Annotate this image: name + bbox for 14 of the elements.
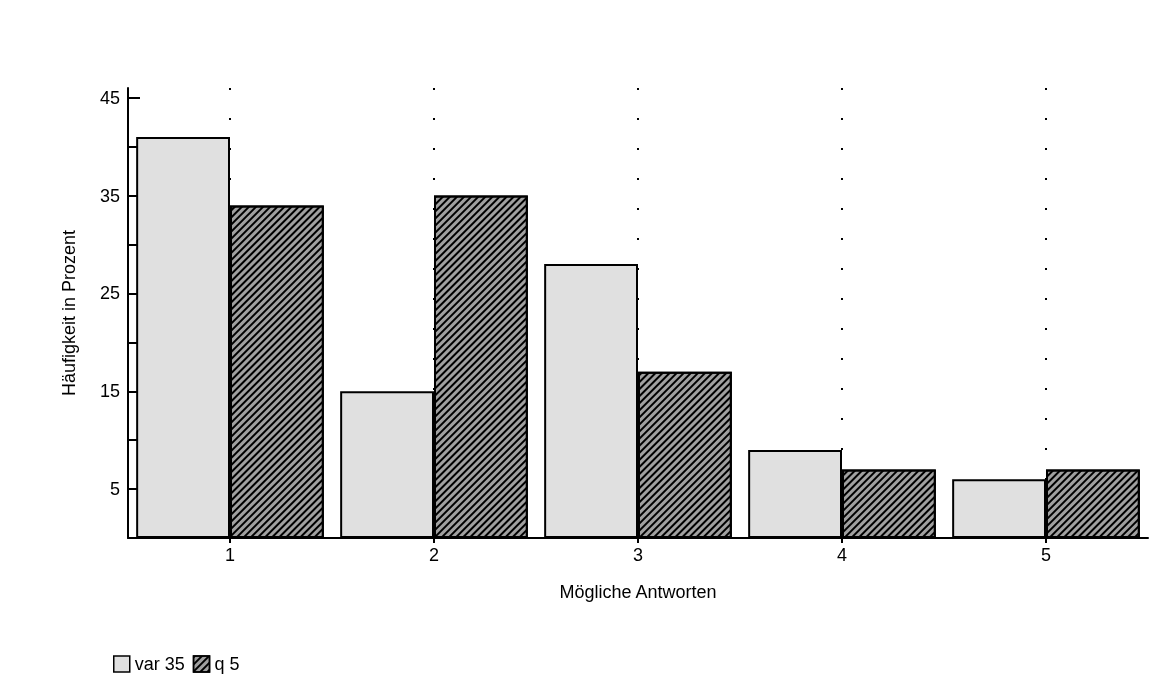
x-tick-label: 4 bbox=[836, 545, 848, 565]
y-axis-title: Häufigkeit in Prozent bbox=[59, 229, 79, 397]
x-tick-label: 2 bbox=[428, 545, 440, 565]
y-tick-label: 35 bbox=[99, 185, 120, 206]
y-tick-label: 5 bbox=[109, 479, 120, 500]
y-tick-label: 25 bbox=[99, 283, 120, 304]
x-tick-label: 1 bbox=[224, 545, 236, 565]
x-tick-label: 5 bbox=[1040, 545, 1052, 565]
legend-label: q 5 bbox=[214, 654, 240, 674]
x-tick-label: 3 bbox=[632, 545, 644, 565]
legend-label: var 35 bbox=[134, 654, 185, 674]
y-tick-label: 45 bbox=[99, 87, 120, 108]
y-tick-label: 15 bbox=[99, 381, 120, 402]
x-axis-title: Mögliche Antworten bbox=[559, 582, 717, 602]
